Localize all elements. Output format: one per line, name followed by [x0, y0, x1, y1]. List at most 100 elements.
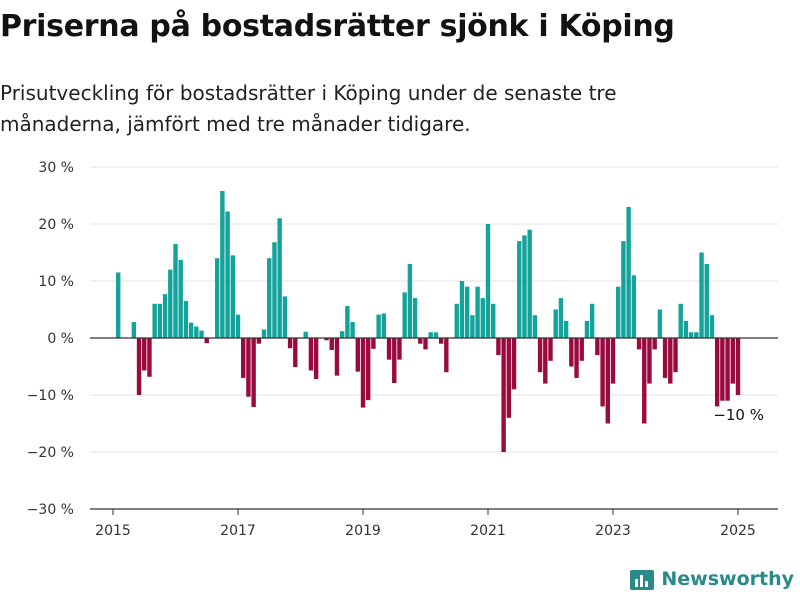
bar — [345, 306, 350, 338]
bar — [678, 303, 683, 338]
bar — [553, 309, 558, 338]
bar — [366, 338, 371, 401]
bar — [491, 303, 496, 338]
bar — [704, 263, 709, 338]
bar — [277, 218, 282, 338]
y-tick-label: −10 % — [27, 388, 74, 404]
x-tick-label: 2025 — [720, 523, 756, 539]
bar — [683, 320, 689, 338]
bar — [537, 338, 543, 373]
bar — [194, 326, 199, 338]
bar — [308, 338, 314, 371]
y-tick-label: 0 % — [47, 331, 74, 347]
bar — [220, 190, 225, 338]
bar — [730, 338, 735, 384]
bar — [563, 320, 569, 338]
bar — [162, 294, 168, 338]
y-tick-label: 30 % — [38, 160, 74, 176]
bar — [147, 338, 152, 377]
bar — [652, 338, 657, 350]
last-value-annotation: −10 % — [713, 406, 764, 424]
bar — [709, 315, 715, 338]
bar — [725, 338, 730, 401]
bar — [407, 263, 413, 338]
y-axis-ticks: 30 % 20 % 10 % 0 % −10 % −20 % −30 % — [27, 160, 74, 518]
bar — [548, 338, 553, 361]
bar — [360, 338, 366, 408]
bar — [371, 338, 376, 349]
bar — [282, 296, 288, 338]
bar — [475, 286, 480, 338]
bar — [386, 338, 392, 360]
bar — [256, 338, 262, 344]
bar — [178, 259, 183, 338]
bar — [272, 242, 277, 338]
bar — [480, 298, 485, 338]
bar — [324, 338, 329, 341]
bar — [714, 338, 720, 407]
bar — [543, 338, 548, 384]
bar — [397, 338, 402, 360]
bar — [605, 338, 610, 424]
bar — [188, 322, 194, 338]
chart-subtitle: Prisutveckling för bostadsrätter i Köpin… — [0, 81, 617, 136]
bar — [412, 298, 418, 338]
bar — [511, 338, 517, 390]
bar — [517, 241, 522, 338]
x-axis: 2015 2017 2019 2021 2023 2025 — [90, 508, 778, 539]
bar — [251, 338, 256, 407]
bar — [267, 258, 272, 338]
bar — [662, 338, 668, 378]
bar — [376, 314, 381, 338]
bar — [131, 322, 137, 338]
bar — [355, 338, 360, 372]
bar — [657, 309, 663, 338]
bar — [293, 338, 298, 368]
chart-title: Priserna på bostadsrätter sjönk i Köping — [0, 9, 675, 44]
bar — [501, 338, 506, 452]
x-tick-label: 2015 — [95, 523, 131, 539]
bar — [428, 332, 433, 338]
bar — [438, 338, 444, 344]
bar — [116, 272, 121, 338]
bars — [116, 190, 741, 452]
bar — [444, 338, 449, 373]
bar — [506, 338, 512, 418]
bar — [470, 315, 475, 338]
bar — [214, 258, 220, 338]
bar — [688, 332, 694, 338]
annotations: −10 % — [713, 406, 764, 424]
bar — [199, 330, 204, 338]
bar — [235, 314, 241, 338]
bar — [350, 322, 355, 338]
bar — [600, 338, 605, 407]
bar — [574, 338, 579, 378]
bar — [522, 235, 527, 338]
bar — [168, 269, 173, 338]
bar — [157, 303, 163, 338]
bar — [569, 338, 574, 367]
bar — [558, 298, 564, 338]
y-tick-label: −30 % — [27, 502, 74, 518]
bar — [595, 338, 600, 356]
bar — [402, 292, 407, 338]
bar — [694, 332, 699, 338]
bar — [313, 338, 319, 380]
bar — [589, 303, 595, 338]
bar — [230, 255, 235, 338]
bar — [616, 286, 621, 338]
bar — [246, 338, 251, 397]
bar — [423, 338, 428, 350]
y-tick-label: −20 % — [27, 445, 74, 461]
brand-name: Newsworthy — [661, 568, 794, 590]
bar — [699, 252, 704, 338]
bar — [261, 329, 267, 338]
bar — [735, 338, 741, 395]
bar — [433, 332, 439, 338]
bar — [142, 338, 147, 371]
bar — [532, 315, 538, 338]
x-tick-label: 2019 — [345, 523, 381, 539]
bar — [621, 241, 626, 338]
bar — [454, 303, 459, 338]
bar — [329, 338, 334, 350]
